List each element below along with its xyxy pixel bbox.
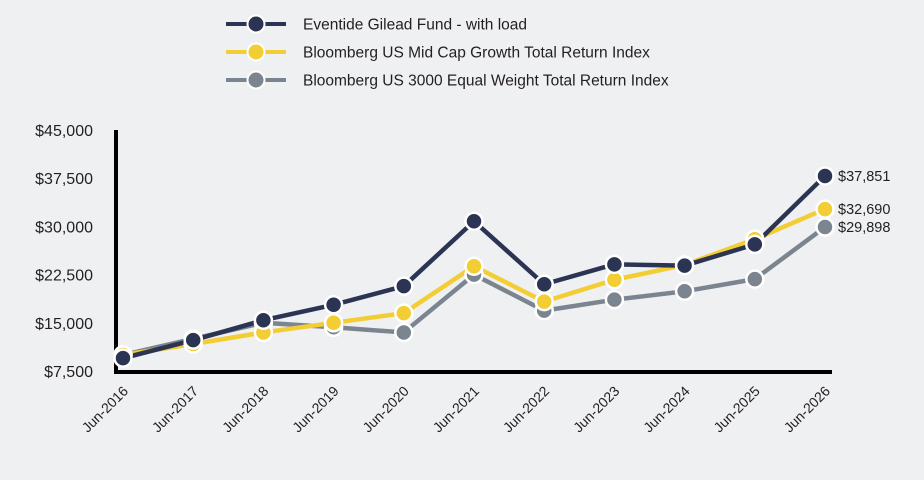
- data-point: [534, 274, 554, 294]
- y-axis: $7,500 $15,000 $22,500 $30,000 $37,500 $45,00…: [35, 123, 118, 381]
- legend-marker: [246, 14, 266, 34]
- legend: Eventide Gilead Fund - with load Bloomber…: [226, 14, 669, 90]
- y-tick-label: $7,500: [44, 364, 93, 381]
- data-point: [394, 322, 414, 343]
- data-point: [674, 255, 695, 276]
- data-point: [815, 217, 835, 237]
- end-value-label: $29,898: [838, 220, 890, 236]
- data-point: [464, 211, 484, 232]
- end-value-label: $37,851: [838, 169, 890, 185]
- data-point: [815, 166, 835, 186]
- x-tick-label: Jun-2026: [781, 383, 834, 436]
- x-tick-label: Jun-2017: [149, 383, 202, 436]
- x-tick-label: Jun-2022: [500, 383, 553, 436]
- y-tick-label: $15,000: [35, 316, 93, 333]
- legend-marker: [246, 42, 266, 62]
- data-point: [745, 234, 765, 255]
- data-point: [113, 348, 133, 368]
- y-tick-label: $30,000: [35, 219, 93, 236]
- data-point: [815, 199, 835, 219]
- data-point: [674, 281, 695, 302]
- data-point: [534, 291, 554, 312]
- data-point: [604, 289, 625, 310]
- data-point: [745, 269, 765, 289]
- x-tick-label: Jun-2021: [430, 383, 483, 436]
- x-tick-label: Jun-2018: [219, 383, 272, 436]
- data-point: [394, 303, 414, 323]
- data-point: [394, 276, 414, 296]
- y-tick-label: $45,000: [35, 123, 93, 140]
- x-tick-label: Jun-2024: [640, 383, 693, 436]
- x-axis: Jun-2016 Jun-2017 Jun-2018 Jun-2019 Jun-2020…: [79, 370, 834, 436]
- end-labels: $37,851 $32,690 $29,898: [838, 169, 890, 236]
- x-tick-label: Jun-2016: [79, 383, 132, 436]
- x-tick-label: Jun-2025: [710, 383, 763, 436]
- legend-label: Bloomberg US Mid Cap Growth Total Return…: [303, 45, 650, 62]
- y-tick-label: $22,500: [35, 268, 93, 285]
- data-point: [323, 295, 344, 315]
- data-point: [323, 313, 344, 333]
- series-line: [122, 225, 827, 358]
- x-tick-label: Jun-2023: [570, 383, 623, 436]
- data-point: [253, 310, 274, 330]
- x-tick-label: Jun-2020: [359, 383, 412, 436]
- data-point: [464, 256, 484, 276]
- series-points: [113, 166, 835, 368]
- legend-label: Eventide Gilead Fund - with load: [303, 17, 527, 34]
- x-tick-label: Jun-2019: [289, 383, 342, 436]
- data-point: [604, 254, 625, 275]
- data-point: [183, 330, 203, 350]
- y-tick-label: $37,500: [35, 171, 93, 188]
- legend-marker: [246, 70, 266, 90]
- legend-label: Bloomberg US 3000 Equal Weight Total Ret…: [303, 73, 669, 90]
- end-value-label: $32,690: [838, 202, 890, 218]
